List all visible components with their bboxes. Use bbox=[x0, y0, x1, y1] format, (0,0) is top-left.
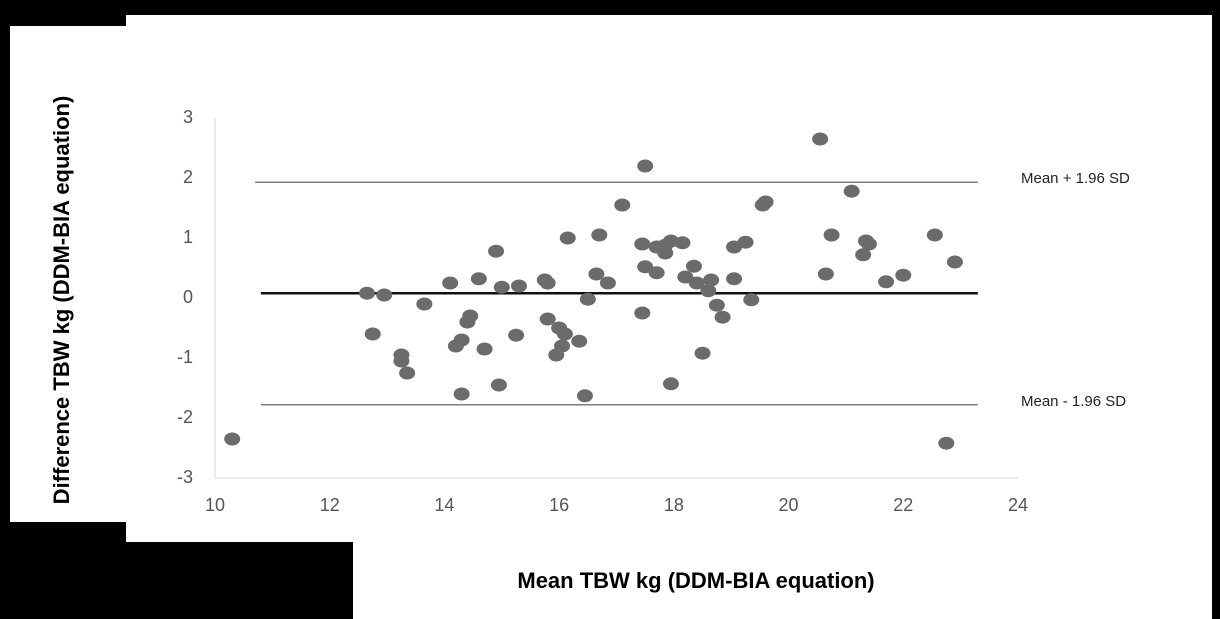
data-point-53 bbox=[708, 298, 725, 312]
data-point-68 bbox=[878, 275, 895, 289]
data-point-69 bbox=[895, 268, 912, 282]
data-point-7 bbox=[416, 297, 433, 311]
y-tick-label-2: 2 bbox=[183, 167, 193, 187]
data-point-13 bbox=[462, 309, 479, 323]
data-point-18 bbox=[493, 280, 510, 294]
y-tick-label--1: -1 bbox=[177, 347, 193, 367]
data-point-35 bbox=[614, 198, 631, 212]
data-point-51 bbox=[700, 284, 717, 298]
y-tick-label-0: 0 bbox=[183, 287, 193, 307]
data-point-45 bbox=[662, 377, 679, 391]
data-point-15 bbox=[476, 342, 493, 356]
data-point-32 bbox=[588, 267, 605, 281]
data-point-34 bbox=[599, 276, 616, 290]
data-point-56 bbox=[726, 272, 743, 286]
y-tick-label--3: -3 bbox=[177, 467, 193, 487]
data-point-19 bbox=[508, 328, 525, 342]
data-point-64 bbox=[843, 184, 860, 198]
data-point-8 bbox=[442, 276, 459, 290]
data-point-49 bbox=[688, 276, 705, 290]
y-tick-label-3: 3 bbox=[183, 107, 193, 127]
x-tick-label-14: 14 bbox=[434, 495, 454, 515]
data-point-65 bbox=[855, 248, 872, 262]
x-axis-label: Mean TBW kg (DDM-BIA equation) bbox=[517, 568, 875, 593]
data-point-5 bbox=[393, 354, 410, 368]
data-point-1 bbox=[358, 286, 375, 300]
data-point-37 bbox=[634, 306, 651, 320]
data-point-38 bbox=[637, 260, 654, 274]
data-point-67 bbox=[860, 237, 877, 251]
data-point-62 bbox=[817, 267, 834, 281]
x-tick-label-18: 18 bbox=[664, 495, 684, 515]
data-point-3 bbox=[376, 288, 393, 302]
reference-label-lower: Mean - 1.96 SD bbox=[1021, 393, 1126, 410]
data-point-31 bbox=[579, 292, 596, 306]
data-point-23 bbox=[539, 312, 556, 326]
data-point-36 bbox=[634, 237, 651, 251]
data-point-29 bbox=[571, 334, 588, 348]
data-point-54 bbox=[714, 310, 731, 324]
x-tick-label-12: 12 bbox=[320, 495, 340, 515]
data-point-71 bbox=[938, 436, 955, 450]
data-point-10 bbox=[453, 333, 470, 347]
data-point-6 bbox=[399, 366, 416, 380]
data-point-17 bbox=[490, 378, 507, 392]
data-point-2 bbox=[364, 327, 381, 341]
data-point-33 bbox=[591, 228, 608, 242]
data-point-39 bbox=[637, 159, 654, 173]
data-point-27 bbox=[556, 327, 573, 341]
data-point-41 bbox=[648, 266, 665, 280]
data-point-70 bbox=[926, 228, 943, 242]
reference-label-upper: Mean + 1.96 SD bbox=[1021, 170, 1130, 187]
data-point-47 bbox=[677, 270, 694, 284]
data-point-14 bbox=[470, 272, 487, 286]
data-point-72 bbox=[946, 255, 963, 269]
data-point-63 bbox=[823, 228, 840, 242]
x-axis-label-panel bbox=[353, 542, 1212, 619]
y-axis-label-panel bbox=[10, 26, 126, 522]
data-point-48 bbox=[685, 259, 702, 273]
data-point-60 bbox=[757, 195, 774, 209]
x-tick-label-10: 10 bbox=[205, 495, 225, 515]
y-tick-label--2: -2 bbox=[177, 407, 193, 427]
data-point-20 bbox=[510, 279, 527, 293]
data-point-30 bbox=[576, 389, 593, 403]
x-tick-label-24: 24 bbox=[1008, 495, 1028, 515]
x-tick-label-20: 20 bbox=[779, 495, 799, 515]
y-tick-label-1: 1 bbox=[183, 227, 193, 247]
x-tick-label-16: 16 bbox=[549, 495, 569, 515]
data-point-50 bbox=[694, 346, 711, 360]
data-point-16 bbox=[488, 244, 505, 258]
data-point-26 bbox=[554, 339, 571, 353]
data-point-52 bbox=[703, 273, 720, 287]
data-point-0 bbox=[224, 432, 241, 446]
data-point-57 bbox=[737, 235, 754, 249]
data-point-58 bbox=[743, 293, 760, 307]
plot-panel bbox=[126, 15, 1212, 542]
data-point-61 bbox=[812, 132, 829, 146]
data-point-11 bbox=[453, 387, 470, 401]
data-point-46 bbox=[674, 236, 691, 250]
data-point-28 bbox=[559, 231, 576, 245]
data-point-22 bbox=[539, 276, 556, 290]
x-tick-label-22: 22 bbox=[893, 495, 913, 515]
